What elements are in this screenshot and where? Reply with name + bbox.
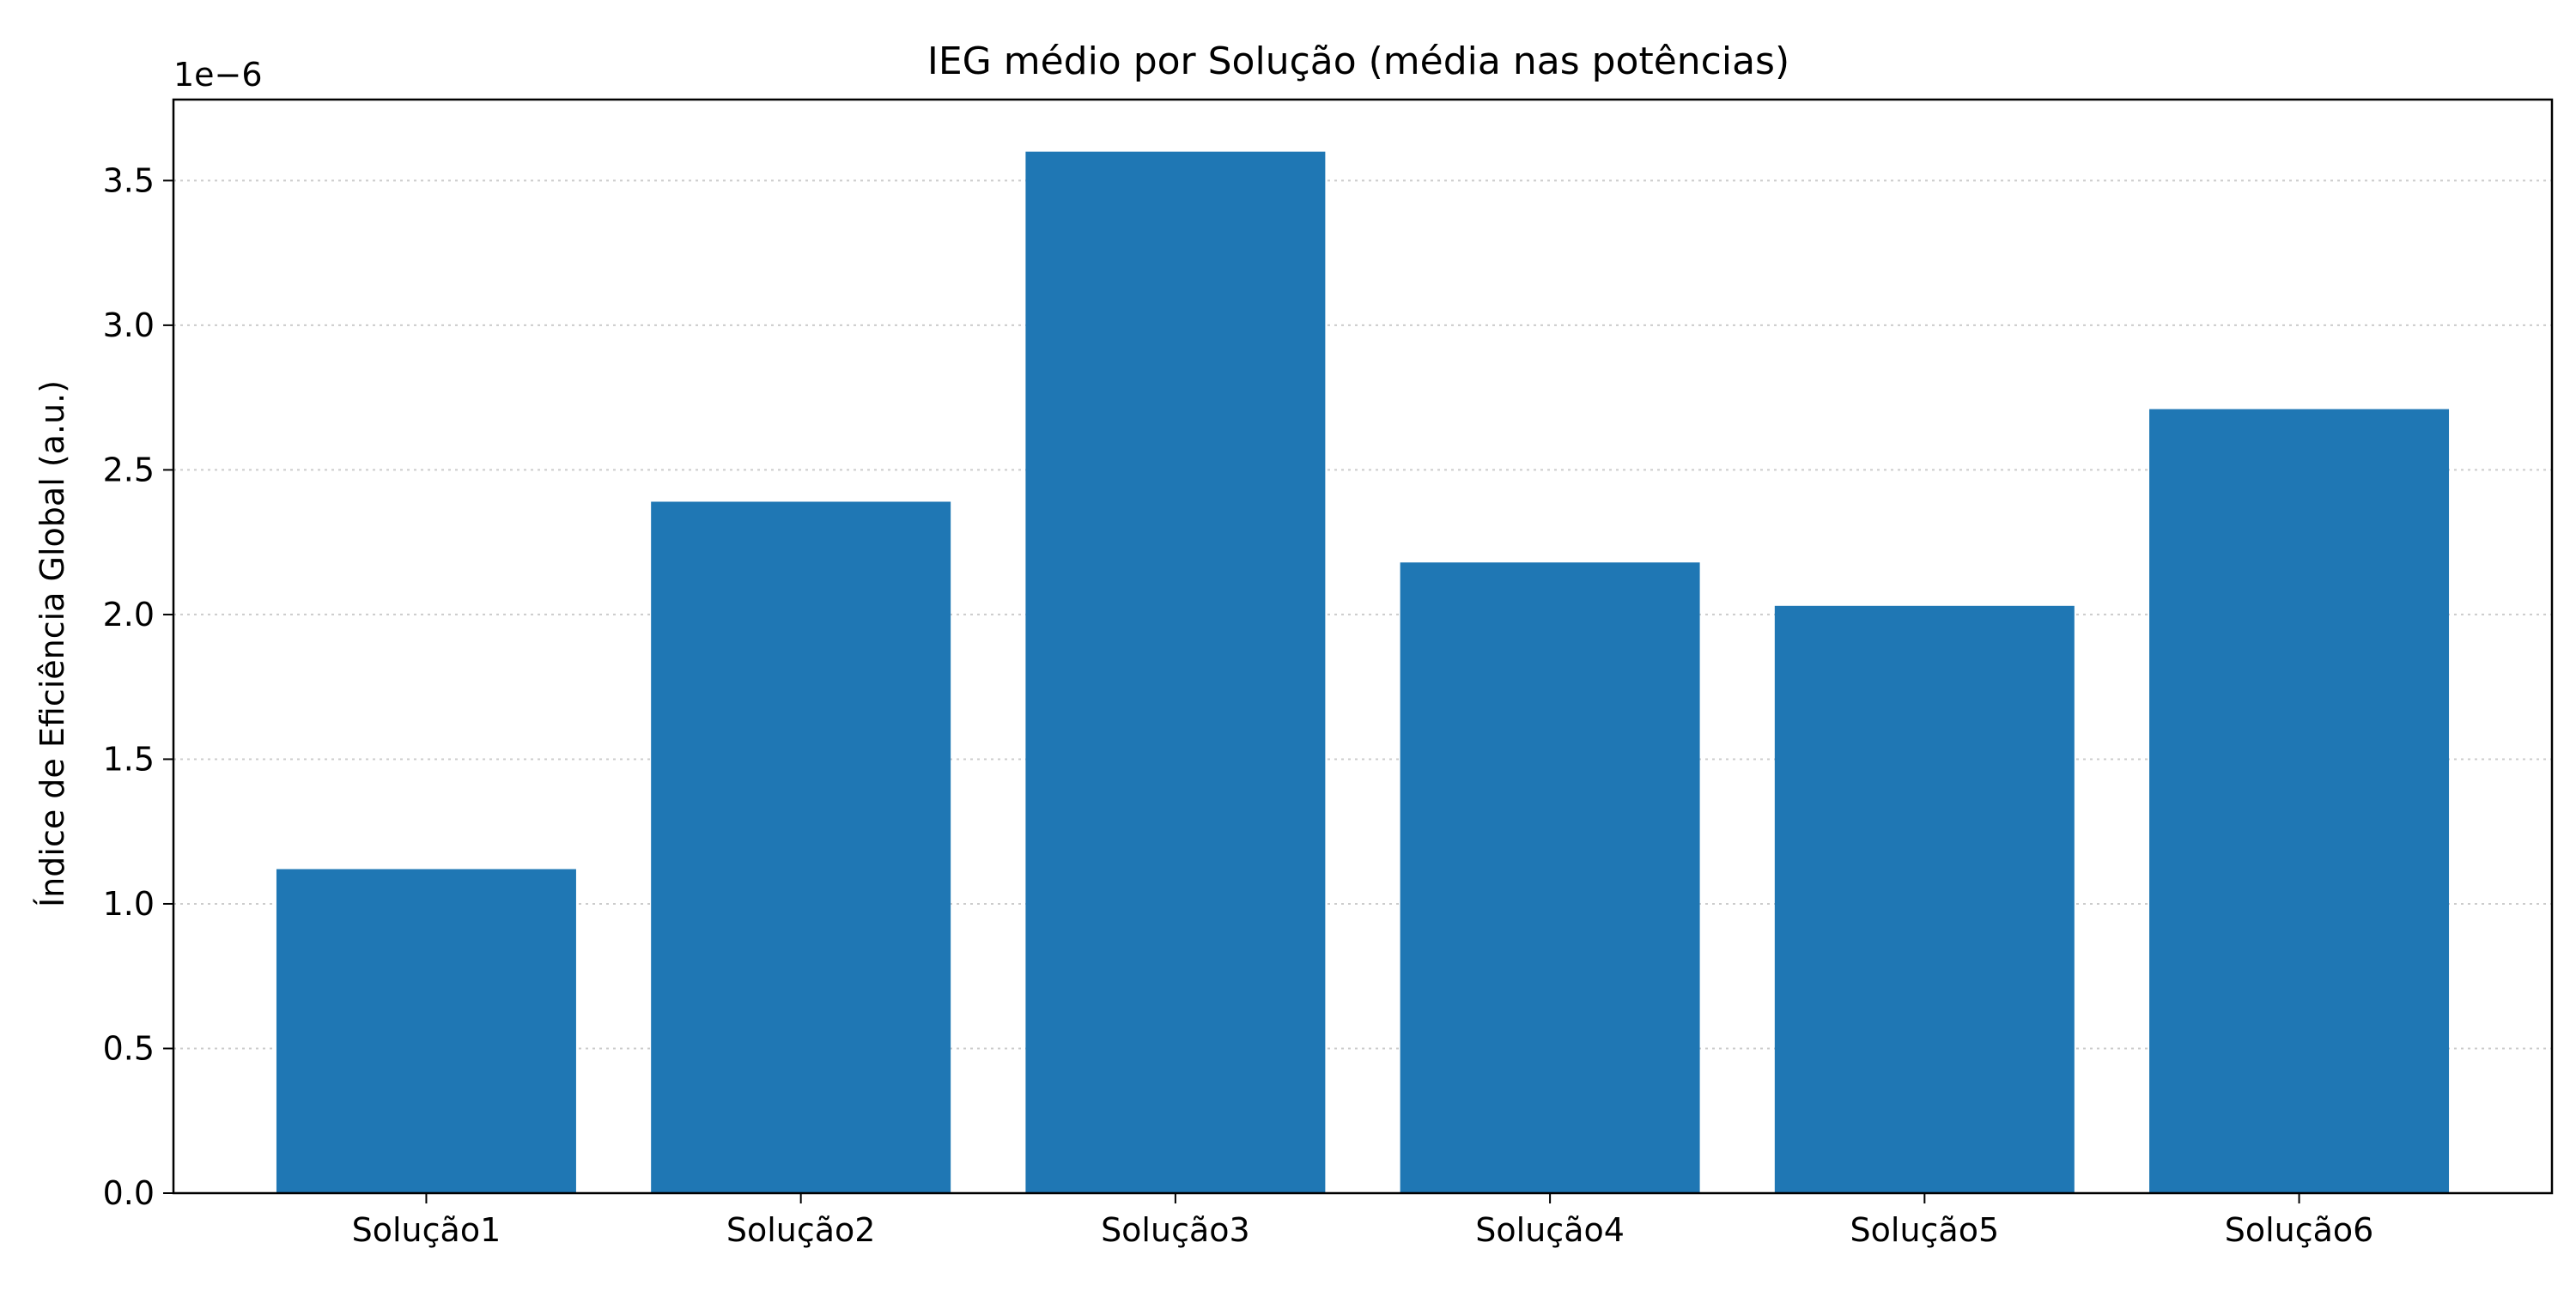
y-axis-multiplier: 1e−6 — [173, 56, 263, 94]
bar-solução6 — [2149, 409, 2450, 1193]
y-tick-label: 3.0 — [103, 306, 155, 344]
x-tick-label: Solução2 — [726, 1211, 876, 1249]
bar-solução2 — [651, 501, 951, 1193]
y-tick-label: 1.0 — [103, 885, 155, 923]
bars — [276, 151, 2450, 1194]
bar-solução5 — [1774, 605, 2075, 1193]
y-axis-label: Índice de Eficiência Global (a.u.) — [33, 380, 71, 907]
y-tick-label: 0.0 — [103, 1174, 155, 1212]
y-tick-label: 1.5 — [103, 740, 155, 778]
x-tick-label: Solução3 — [1101, 1211, 1250, 1249]
y-tick-label: 2.5 — [103, 451, 155, 488]
chart-title: IEG médio por Solução (média nas potênci… — [927, 39, 1789, 83]
x-tick-label: Solução5 — [1850, 1211, 2000, 1249]
x-tick-label: Solução4 — [1475, 1211, 1625, 1249]
bar-solução1 — [276, 869, 576, 1193]
x-tick-label: Solução6 — [2225, 1211, 2374, 1249]
axes — [172, 98, 2554, 1195]
x-tick-label: Solução1 — [352, 1211, 501, 1249]
y-tick-label: 0.5 — [103, 1029, 155, 1067]
ticks: 0.0 0.5 1.0 1.5 2.0 2.5 3.0 3.5 Solução1 Solução2… — [103, 161, 2374, 1249]
y-tick-label: 3.5 — [103, 161, 155, 199]
bar-solução4 — [1400, 562, 1700, 1193]
y-tick-label: 2.0 — [103, 596, 155, 633]
bar-solução3 — [1025, 151, 1326, 1194]
plot-frame — [172, 98, 2554, 1195]
